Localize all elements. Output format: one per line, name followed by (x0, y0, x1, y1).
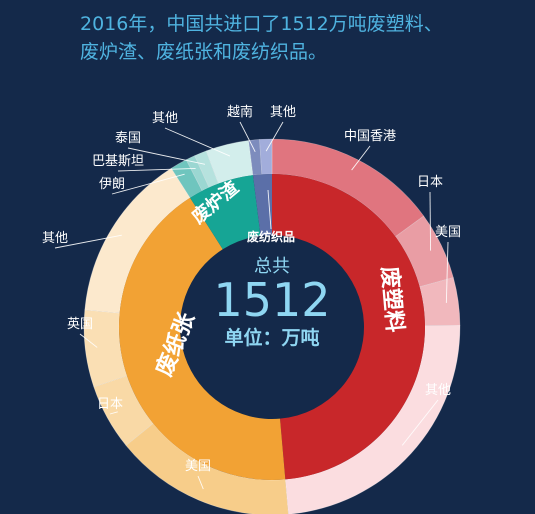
leader-line (197, 475, 204, 490)
inner-label-textile: 废纺织品 (247, 229, 295, 244)
center-top-label: 总共 (254, 256, 290, 277)
outer-label-plastic-other: 其他 (425, 383, 451, 398)
headline-line-2: 废炉渣、废纸张和废纺织品。 (80, 41, 328, 63)
outer-label-paper-uk: 英国 (67, 317, 93, 332)
inner-ring (119, 174, 425, 480)
leader-line (445, 241, 449, 303)
outer-label-plastic-usa: 美国 (435, 225, 461, 240)
headline-line-1: 2016年，中国共进口了1512万吨废塑料、 (80, 13, 443, 35)
leader-line (265, 121, 284, 152)
outer-label-slag-iran: 伊朗 (99, 177, 125, 192)
leader-line (117, 167, 196, 172)
inner-slice-plastic (272, 174, 425, 480)
outer-label-textile-other: 其他 (270, 105, 296, 120)
outer-label-paper-other: 其他 (42, 231, 68, 246)
inner-label-plastic: 废塑料 (376, 265, 408, 333)
leader-line (127, 147, 206, 165)
outer-label-plastic-japan: 日本 (417, 175, 443, 190)
leader-line (109, 411, 118, 415)
outer-label-textile-vietnam: 越南 (227, 104, 253, 120)
outer-label-slag-thailand: 泰国 (115, 131, 141, 146)
headline: 2016年，中国共进口了1512万吨废塑料、 废炉渣、废纸张和废纺织品。 (80, 10, 520, 66)
outer-label-plastic-hong-kong: 中国香港 (344, 129, 396, 144)
center-total: 1512 (213, 273, 330, 327)
leader-line (429, 191, 432, 251)
leader-line (79, 333, 98, 348)
inner-slice-textile (252, 174, 272, 236)
inner-slice-paper (119, 197, 286, 480)
outer-label-paper-usa: 美国 (185, 459, 211, 474)
outer-label-paper-japan: 日本 (97, 397, 123, 412)
leader-line (239, 121, 256, 153)
leader-line (111, 173, 185, 195)
center-unit: 单位：万吨 (224, 326, 319, 349)
outer-slice-plastic-other (285, 325, 461, 514)
leader-line (164, 127, 231, 157)
leader-line (351, 145, 371, 171)
leader-line (54, 234, 122, 249)
inner-slice-slag (190, 175, 261, 250)
outer-label-slag-pakistan: 巴基斯坦 (92, 154, 144, 169)
outer-ring (83, 138, 461, 514)
outer-label-slag-other: 其他 (152, 111, 178, 126)
leader-line (401, 399, 439, 446)
textile-connector (267, 189, 272, 230)
